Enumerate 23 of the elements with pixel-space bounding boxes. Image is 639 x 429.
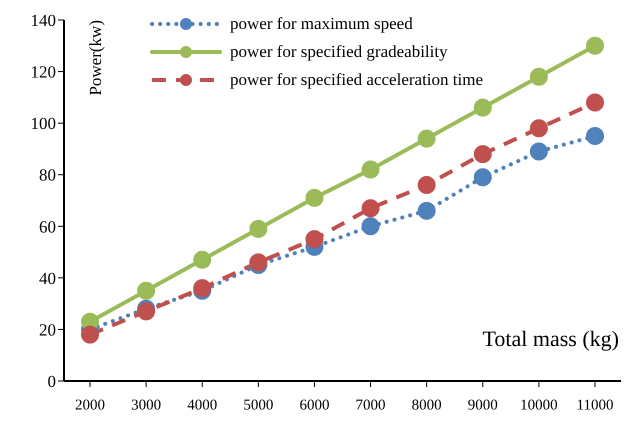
x-axis-title: Total mass (kg) [482,326,619,352]
y-tick-label: 20 [39,320,56,340]
legend-label: power for specified acceleration time [230,69,483,91]
x-tick-label: 2000 [75,398,105,414]
x-tick-label: 9000 [468,398,498,414]
x-tick-label: 10000 [520,398,558,414]
y-tick-label: 80 [39,166,56,185]
x-tick-label: 8000 [412,398,442,414]
x-tick-label: 7000 [356,398,386,414]
y-tick-label: 140 [30,11,56,30]
x-tick-label: 11000 [576,398,614,414]
y-tick-label: 60 [39,217,56,236]
legend-label: power for specified gradeability [230,41,448,63]
x-tick-label: 6000 [299,398,330,414]
x-tick-label: 5000 [243,398,274,414]
x-tick-label: 4000 [187,398,218,414]
x-tick-label: 3000 [131,398,162,414]
y-tick-label: 40 [39,268,56,288]
y-tick-label: 0 [48,372,56,392]
y-tick-label: 120 [30,62,56,82]
y-axis-title: Power(kw) [86,20,106,96]
legend-label: power for maximum speed [230,13,413,35]
y-tick-label: 100 [30,114,56,134]
